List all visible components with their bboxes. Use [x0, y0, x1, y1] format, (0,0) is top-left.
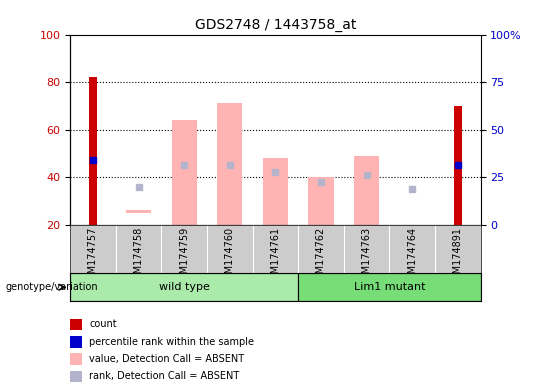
- Bar: [70, 336, 82, 348]
- Bar: [70, 371, 82, 382]
- Title: GDS2748 / 1443758_at: GDS2748 / 1443758_at: [195, 18, 356, 32]
- Bar: [217, 103, 242, 225]
- Text: GSM174891: GSM174891: [453, 227, 463, 286]
- Bar: [172, 120, 197, 225]
- Text: genotype/variation: genotype/variation: [5, 282, 98, 292]
- Bar: [70, 273, 298, 301]
- Bar: [126, 210, 151, 213]
- Text: rank, Detection Call = ABSENT: rank, Detection Call = ABSENT: [89, 371, 239, 381]
- Text: GSM174758: GSM174758: [133, 227, 144, 286]
- Bar: [298, 273, 481, 301]
- Text: GSM174760: GSM174760: [225, 227, 235, 286]
- Bar: [70, 353, 82, 365]
- Text: count: count: [89, 319, 117, 329]
- Bar: [89, 77, 97, 225]
- Text: Lim1 mutant: Lim1 mutant: [354, 282, 425, 292]
- Bar: [454, 106, 462, 225]
- Text: wild type: wild type: [159, 282, 210, 292]
- Text: GSM174762: GSM174762: [316, 227, 326, 286]
- Bar: [308, 177, 334, 225]
- Text: GSM174757: GSM174757: [88, 227, 98, 286]
- Text: GSM174763: GSM174763: [362, 227, 372, 286]
- Bar: [70, 319, 82, 330]
- Bar: [263, 158, 288, 225]
- Text: GSM174761: GSM174761: [271, 227, 280, 286]
- Text: percentile rank within the sample: percentile rank within the sample: [89, 337, 254, 347]
- Bar: [354, 156, 379, 225]
- Text: GSM174759: GSM174759: [179, 227, 189, 286]
- Text: GSM174764: GSM174764: [407, 227, 417, 286]
- Text: value, Detection Call = ABSENT: value, Detection Call = ABSENT: [89, 354, 244, 364]
